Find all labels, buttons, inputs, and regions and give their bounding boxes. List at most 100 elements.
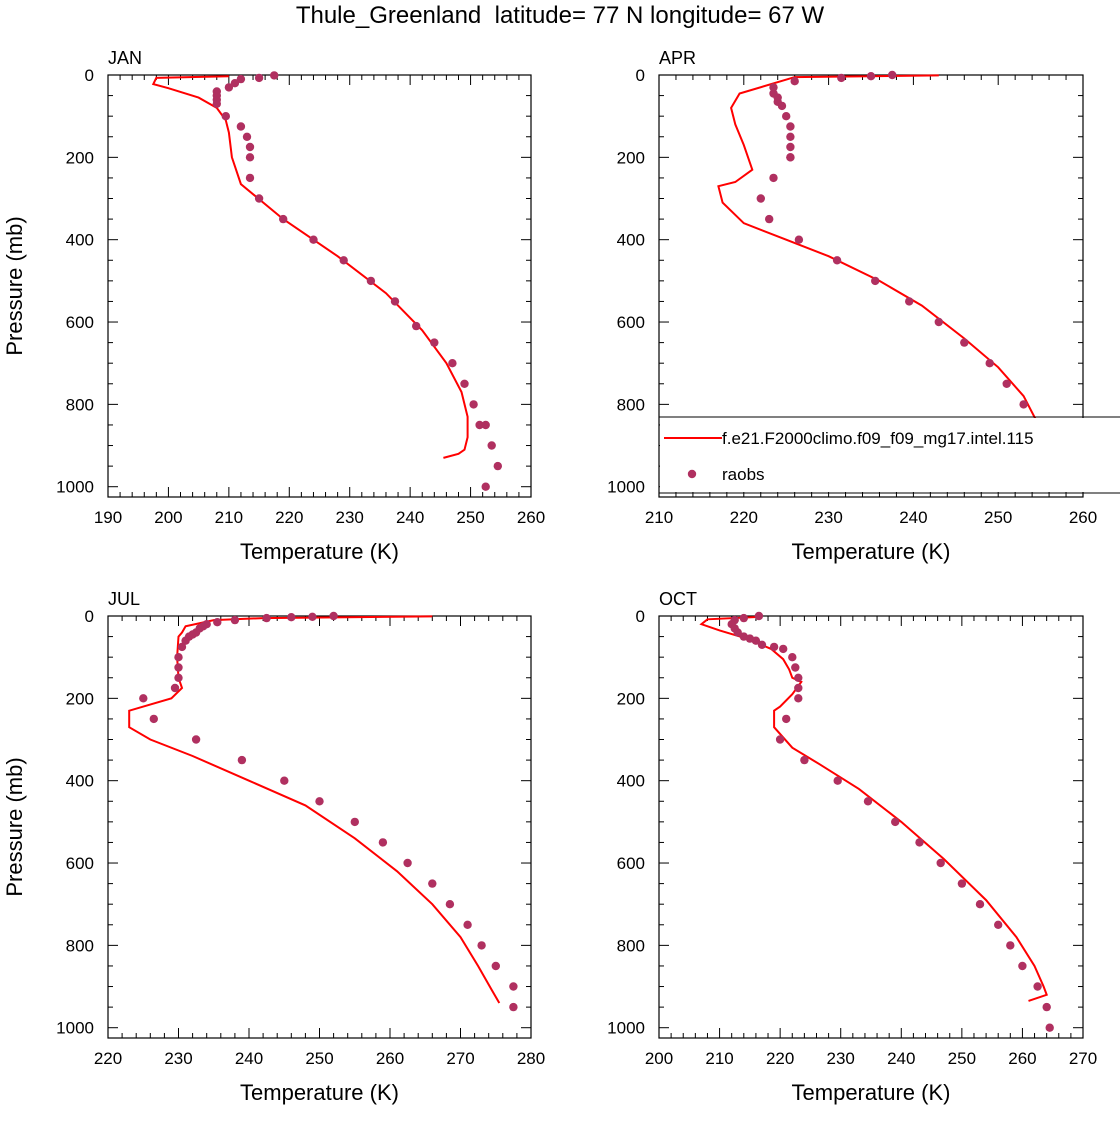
- raobs-point: [366, 276, 376, 286]
- raobs-point: [230, 79, 240, 88]
- raobs-point: [230, 615, 240, 625]
- raobs-point: [871, 276, 880, 286]
- y-tick-label: 600: [66, 854, 94, 873]
- raobs-point: [329, 611, 338, 621]
- x-tick-label: 210: [645, 508, 673, 527]
- x-tick-label: 250: [948, 1049, 976, 1068]
- y-tick-label: 1000: [607, 1019, 645, 1038]
- x-axis-label: Temperature (K): [792, 1080, 951, 1105]
- x-tick-label: 230: [164, 1049, 192, 1068]
- raobs-point: [212, 99, 221, 109]
- x-tick-label: 200: [645, 1049, 673, 1068]
- x-tick-label: 230: [336, 508, 364, 527]
- y-tick-label: 1000: [607, 478, 645, 497]
- raobs-point: [174, 653, 183, 662]
- raobs-point: [236, 74, 246, 84]
- raobs-point: [287, 613, 296, 622]
- raobs-point: [378, 838, 388, 847]
- x-axis-label: Temperature (K): [792, 539, 951, 564]
- raobs-point: [837, 73, 846, 83]
- raobs-point: [775, 735, 785, 744]
- raobs-point: [149, 714, 158, 724]
- raobs-point: [403, 858, 412, 868]
- raobs-point: [270, 71, 279, 80]
- raobs-point: [779, 644, 788, 654]
- raobs-point: [994, 920, 1003, 929]
- x-tick-label: 250: [984, 508, 1012, 527]
- raobs-point: [1002, 379, 1011, 388]
- y-tick-label: 1000: [56, 478, 94, 497]
- y-tick-label: 200: [66, 689, 94, 708]
- x-tick-label: 230: [827, 1049, 855, 1068]
- raobs-point: [957, 879, 967, 888]
- raobs-point: [430, 338, 439, 347]
- plot-frame: [107, 615, 532, 1039]
- y-tick-label: 0: [85, 607, 94, 626]
- y-tick-label: 800: [617, 936, 645, 955]
- x-tick-label: 260: [517, 508, 545, 527]
- raobs-point: [888, 70, 897, 80]
- raobs-point: [1045, 1023, 1054, 1032]
- raobs-point: [481, 482, 490, 491]
- raobs-point: [390, 297, 400, 306]
- raobs-point: [477, 941, 486, 950]
- raobs-point: [739, 613, 748, 623]
- y-axis-label: Pressure (mb): [2, 757, 27, 896]
- raobs-point: [794, 683, 803, 693]
- y-tick-label: 400: [617, 772, 645, 791]
- raobs-point: [224, 83, 234, 92]
- x-tick-label: 260: [376, 1049, 404, 1068]
- raobs-point: [245, 142, 255, 152]
- x-tick-label: 240: [887, 1049, 915, 1068]
- y-tick-label: 0: [636, 607, 645, 626]
- raobs-point: [794, 235, 804, 244]
- raobs-point: [765, 214, 774, 224]
- raobs-point: [191, 735, 201, 744]
- raobs-point: [463, 920, 472, 929]
- raobs-point: [794, 694, 803, 703]
- raobs-point: [786, 153, 795, 162]
- raobs-point: [891, 817, 900, 827]
- raobs-point: [786, 142, 795, 152]
- raobs-point: [782, 112, 791, 121]
- raobs-point: [481, 420, 490, 430]
- raobs-point: [1018, 961, 1027, 971]
- raobs-point: [800, 755, 809, 765]
- raobs-point: [832, 256, 842, 265]
- raobs-point: [469, 400, 478, 409]
- y-tick-label: 800: [617, 395, 645, 414]
- model-series-line: [128, 615, 501, 1004]
- raobs-point: [448, 359, 457, 368]
- raobs-point: [769, 642, 779, 652]
- raobs-point: [788, 653, 797, 662]
- raobs-point: [769, 173, 778, 183]
- raobs-point: [1033, 982, 1042, 991]
- raobs-point: [460, 379, 469, 388]
- x-tick-label: 240: [396, 508, 424, 527]
- panel-jul: JUL 220 230 240 250 260 270 280 0 200 400 600 800 100…: [2, 589, 545, 1105]
- raobs-point: [960, 338, 969, 347]
- model-series-line: [717, 74, 1046, 461]
- raobs-point: [308, 612, 317, 621]
- x-axis-label: Temperature (K): [240, 539, 399, 564]
- legend-raobs-label: raobs: [722, 465, 765, 484]
- raobs-point: [769, 83, 778, 92]
- raobs-point: [915, 838, 924, 847]
- raobs-point: [493, 461, 502, 471]
- raobs-point: [509, 982, 518, 991]
- raobs-point: [751, 636, 761, 645]
- y-axis-label: Pressure (mb): [2, 216, 27, 355]
- raobs-point: [339, 256, 348, 265]
- raobs-point: [236, 122, 246, 131]
- raobs-point: [237, 755, 247, 765]
- raobs-point: [791, 663, 800, 672]
- raobs-point: [245, 173, 255, 183]
- raobs-point: [245, 153, 255, 162]
- raobs-point: [174, 673, 183, 682]
- figure-title: Thule_Greenland latitude= 77 N longitude…: [295, 2, 825, 29]
- raobs-point: [786, 122, 795, 131]
- x-tick-label: 190: [94, 508, 122, 527]
- panel-label: APR: [659, 48, 696, 68]
